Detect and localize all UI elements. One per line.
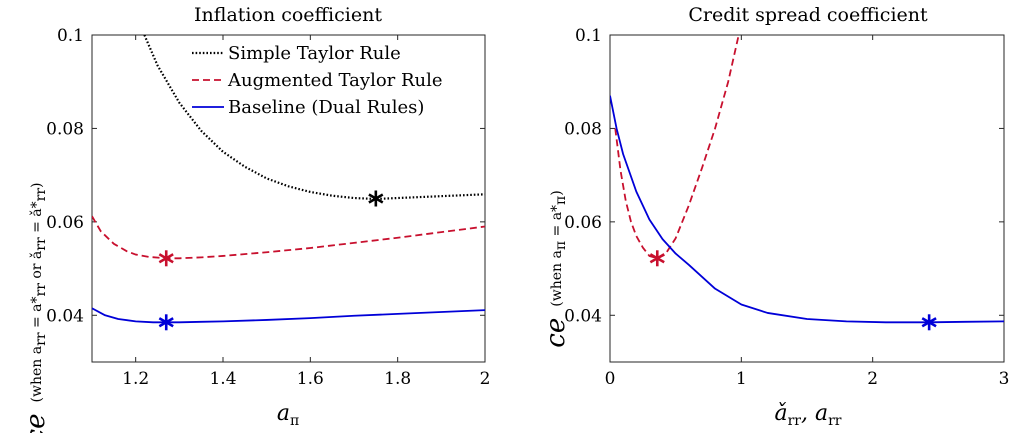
optimum-marker-augmented: [158, 250, 174, 267]
axes-frame: [91, 34, 486, 363]
legend-label-baseline: Baseline (Dual Rules): [228, 97, 424, 118]
x-tick-label: 0: [605, 369, 616, 389]
chart-title: Credit spread coefficient: [688, 4, 928, 26]
y-tick-label: 0.08: [46, 119, 84, 139]
y-tick-label: 0.08: [564, 119, 602, 139]
x-axis-label: aπ: [277, 401, 299, 429]
y-tick-label: 0.1: [57, 26, 84, 46]
x-axis-label: ǎrr, arr: [774, 401, 841, 429]
y-tick-label: 0.04: [564, 306, 602, 326]
series-line-simple: [143, 35, 485, 201]
svg-text:ce (when aπ = a*π): ce (when aπ = a*π): [541, 190, 571, 347]
y-axis-label: ce (when aπ = a*π): [541, 190, 571, 347]
y-tick-label: 0.06: [46, 213, 84, 233]
optimum-marker-augmented: [649, 250, 665, 267]
credit-spread-coefficient-panel: Credit spread coefficient 0 1 2 3 0.04 0.06 0.…: [541, 4, 1009, 429]
x-tick-label: 1: [736, 369, 747, 389]
optimum-marker-simple: [368, 190, 384, 207]
y-axis-label: ce (when arr = a*rr or ǎrr = ǎ*rr): [21, 183, 51, 433]
inflation-coefficient-panel: Inflation coefficient 1.2 1.4 1.6 1.8 2 0.04 0…: [21, 4, 490, 433]
x-tick-label: 1.6: [297, 369, 324, 389]
plot-area: 0 1 2 3 0.04 0.06 0.08 0.1: [564, 26, 1009, 389]
legend-label-augmented: Augmented Taylor Rule: [227, 70, 443, 91]
optimum-marker-baseline: [921, 314, 937, 331]
x-tick-label: 1.8: [384, 369, 411, 389]
chart-title: Inflation coefficient: [194, 4, 382, 26]
x-tick-label: 1.4: [209, 369, 236, 389]
series-line-augmented: [92, 215, 485, 260]
x-tick-label: 3: [999, 369, 1010, 389]
series-line-baseline: [610, 95, 1004, 324]
x-tick-label: 2: [867, 369, 878, 389]
svg-text:ce (when arr = a*rr or: ce (when arr = a*rr or ǎrr = ǎ*rr): [21, 183, 51, 433]
y-tick-label: 0.04: [46, 306, 84, 326]
plot-area: 1.2 1.4 1.6 1.8 2 0.04 0.06 0.08 0.1 Simple Taylo…: [46, 26, 490, 389]
x-tick-label: 2: [480, 369, 491, 389]
optimum-marker-baseline: [158, 314, 174, 331]
legend: Simple Taylor Rule Augmented Taylor Rule B…: [192, 43, 443, 118]
y-tick-label: 0.06: [564, 213, 602, 233]
series-line-baseline: [92, 307, 485, 324]
y-tick-label: 0.1: [575, 26, 602, 46]
legend-label-simple: Simple Taylor Rule: [228, 43, 401, 64]
axes-frame: [609, 34, 1005, 363]
x-tick-label: 1.2: [122, 369, 149, 389]
series-line-augmented: [614, 35, 740, 260]
